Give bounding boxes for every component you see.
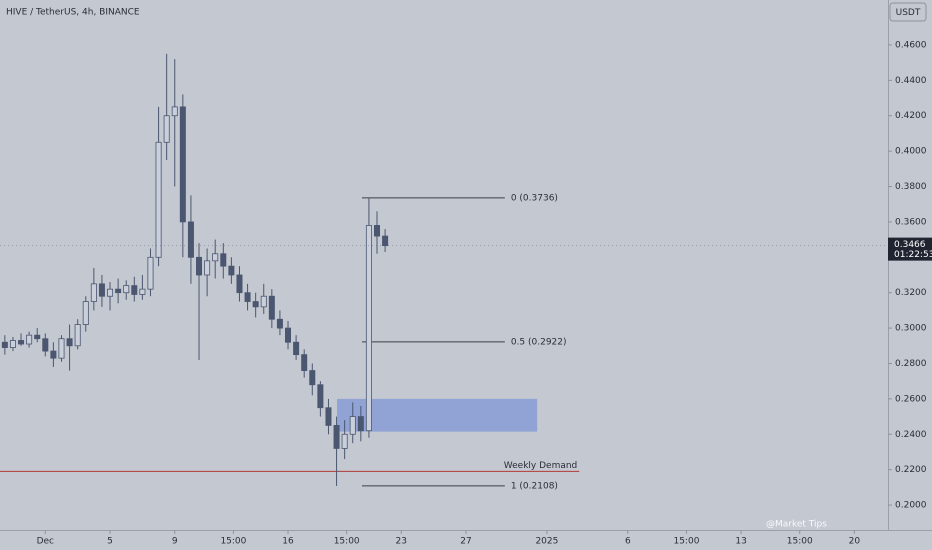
- candle-body: [26, 334, 33, 345]
- candle-body: [382, 235, 389, 247]
- candle-body: [325, 407, 332, 426]
- candle-body: [9, 340, 16, 348]
- candle-body: [293, 341, 300, 356]
- y-tick-label: 0.4600: [895, 40, 927, 50]
- x-tick-label: 15:00: [220, 537, 246, 547]
- x-tick-label: 13: [735, 537, 746, 547]
- candle-body: [90, 283, 97, 302]
- x-tick-label: 27: [460, 537, 471, 547]
- candle-body: [18, 340, 25, 345]
- y-tick-label: 0.4400: [895, 76, 927, 86]
- candle-body: [252, 301, 259, 308]
- currency-button[interactable]: [889, 2, 927, 22]
- candle-body: [74, 324, 81, 347]
- countdown-label: 01:22:53: [894, 250, 932, 260]
- candle-body: [115, 288, 122, 294]
- candle-body: [171, 106, 178, 117]
- fib-level-label: 0 (0.3736): [511, 193, 558, 203]
- y-tick-label: 0.2600: [895, 394, 927, 404]
- candle-body: [276, 318, 283, 329]
- y-tick-label: 0.2800: [895, 359, 927, 369]
- weekly-demand-label: Weekly Demand: [504, 461, 578, 471]
- candle-body: [228, 265, 235, 276]
- candle-body: [349, 416, 356, 435]
- x-tick-label: 16: [282, 537, 294, 547]
- y-tick-label: 0.2000: [895, 501, 927, 511]
- candle-body: [268, 295, 275, 320]
- y-tick-label: 0.3800: [895, 182, 927, 192]
- y-tick-label: 0.3000: [895, 324, 927, 334]
- x-tick-label: 9: [172, 537, 178, 547]
- x-tick-label: 15:00: [787, 537, 813, 547]
- candle-body: [309, 370, 316, 386]
- candle-body: [260, 295, 267, 308]
- x-tick-label: 5: [107, 537, 113, 547]
- y-tick-label: 0.3600: [895, 217, 927, 227]
- y-tick-label: 0.2400: [895, 430, 927, 440]
- candle-body: [365, 225, 372, 432]
- candle-body: [66, 338, 73, 347]
- candle-body: [179, 106, 186, 223]
- last-price-tag: [888, 237, 932, 261]
- candle-body: [98, 283, 105, 297]
- candle-body: [341, 433, 348, 449]
- x-tick-label: 23: [396, 537, 407, 547]
- candle-body: [187, 221, 194, 258]
- candle-body: [42, 338, 49, 352]
- candle-body: [244, 292, 251, 302]
- chart-title: HIVE / TetherUS, 4h, BINANCE: [6, 8, 140, 18]
- candle-body: [374, 225, 381, 237]
- candle-body: [220, 253, 227, 267]
- currency-button-label[interactable]: USDT: [896, 8, 921, 18]
- y-tick-label: 0.4000: [895, 147, 927, 157]
- x-tick-label: 6: [625, 537, 631, 547]
- y-tick-label: 0.2200: [895, 465, 927, 475]
- candle-body: [333, 425, 340, 449]
- x-tick-label: 15:00: [673, 537, 699, 547]
- candle-body: [58, 338, 65, 359]
- x-tick-label: 15:00: [334, 537, 360, 547]
- x-tick-label: 2025: [535, 537, 558, 547]
- candle-body: [196, 256, 203, 276]
- candle-body: [155, 141, 162, 258]
- fib-level-label: 0.5 (0.2922): [511, 337, 567, 347]
- candle-body: [34, 334, 41, 340]
- candle-body: [285, 327, 292, 343]
- candle-body: [236, 274, 243, 294]
- candle-body: [204, 260, 211, 276]
- candle-body: [123, 285, 130, 294]
- x-tick-label: Dec: [37, 537, 54, 547]
- candle-body: [131, 285, 138, 295]
- fib-level-label: 1 (0.2108): [511, 481, 558, 491]
- candle-body: [50, 350, 57, 359]
- candle-body: [1, 341, 8, 348]
- candle-body: [139, 288, 146, 295]
- candle-body: [301, 354, 308, 371]
- candle-body: [317, 384, 324, 409]
- candle-body: [82, 301, 89, 325]
- last-price-label: 0.3466: [894, 240, 926, 250]
- y-tick-label: 0.4200: [895, 111, 927, 121]
- y-tick-label: 0.3200: [895, 288, 927, 298]
- candle-body: [163, 115, 170, 143]
- candle-body: [147, 256, 154, 290]
- candle-body: [357, 416, 364, 432]
- candle-body: [212, 253, 219, 262]
- candle-body: [107, 288, 114, 297]
- watermark: @Market Tips: [766, 520, 827, 530]
- x-tick-label: 20: [849, 537, 861, 547]
